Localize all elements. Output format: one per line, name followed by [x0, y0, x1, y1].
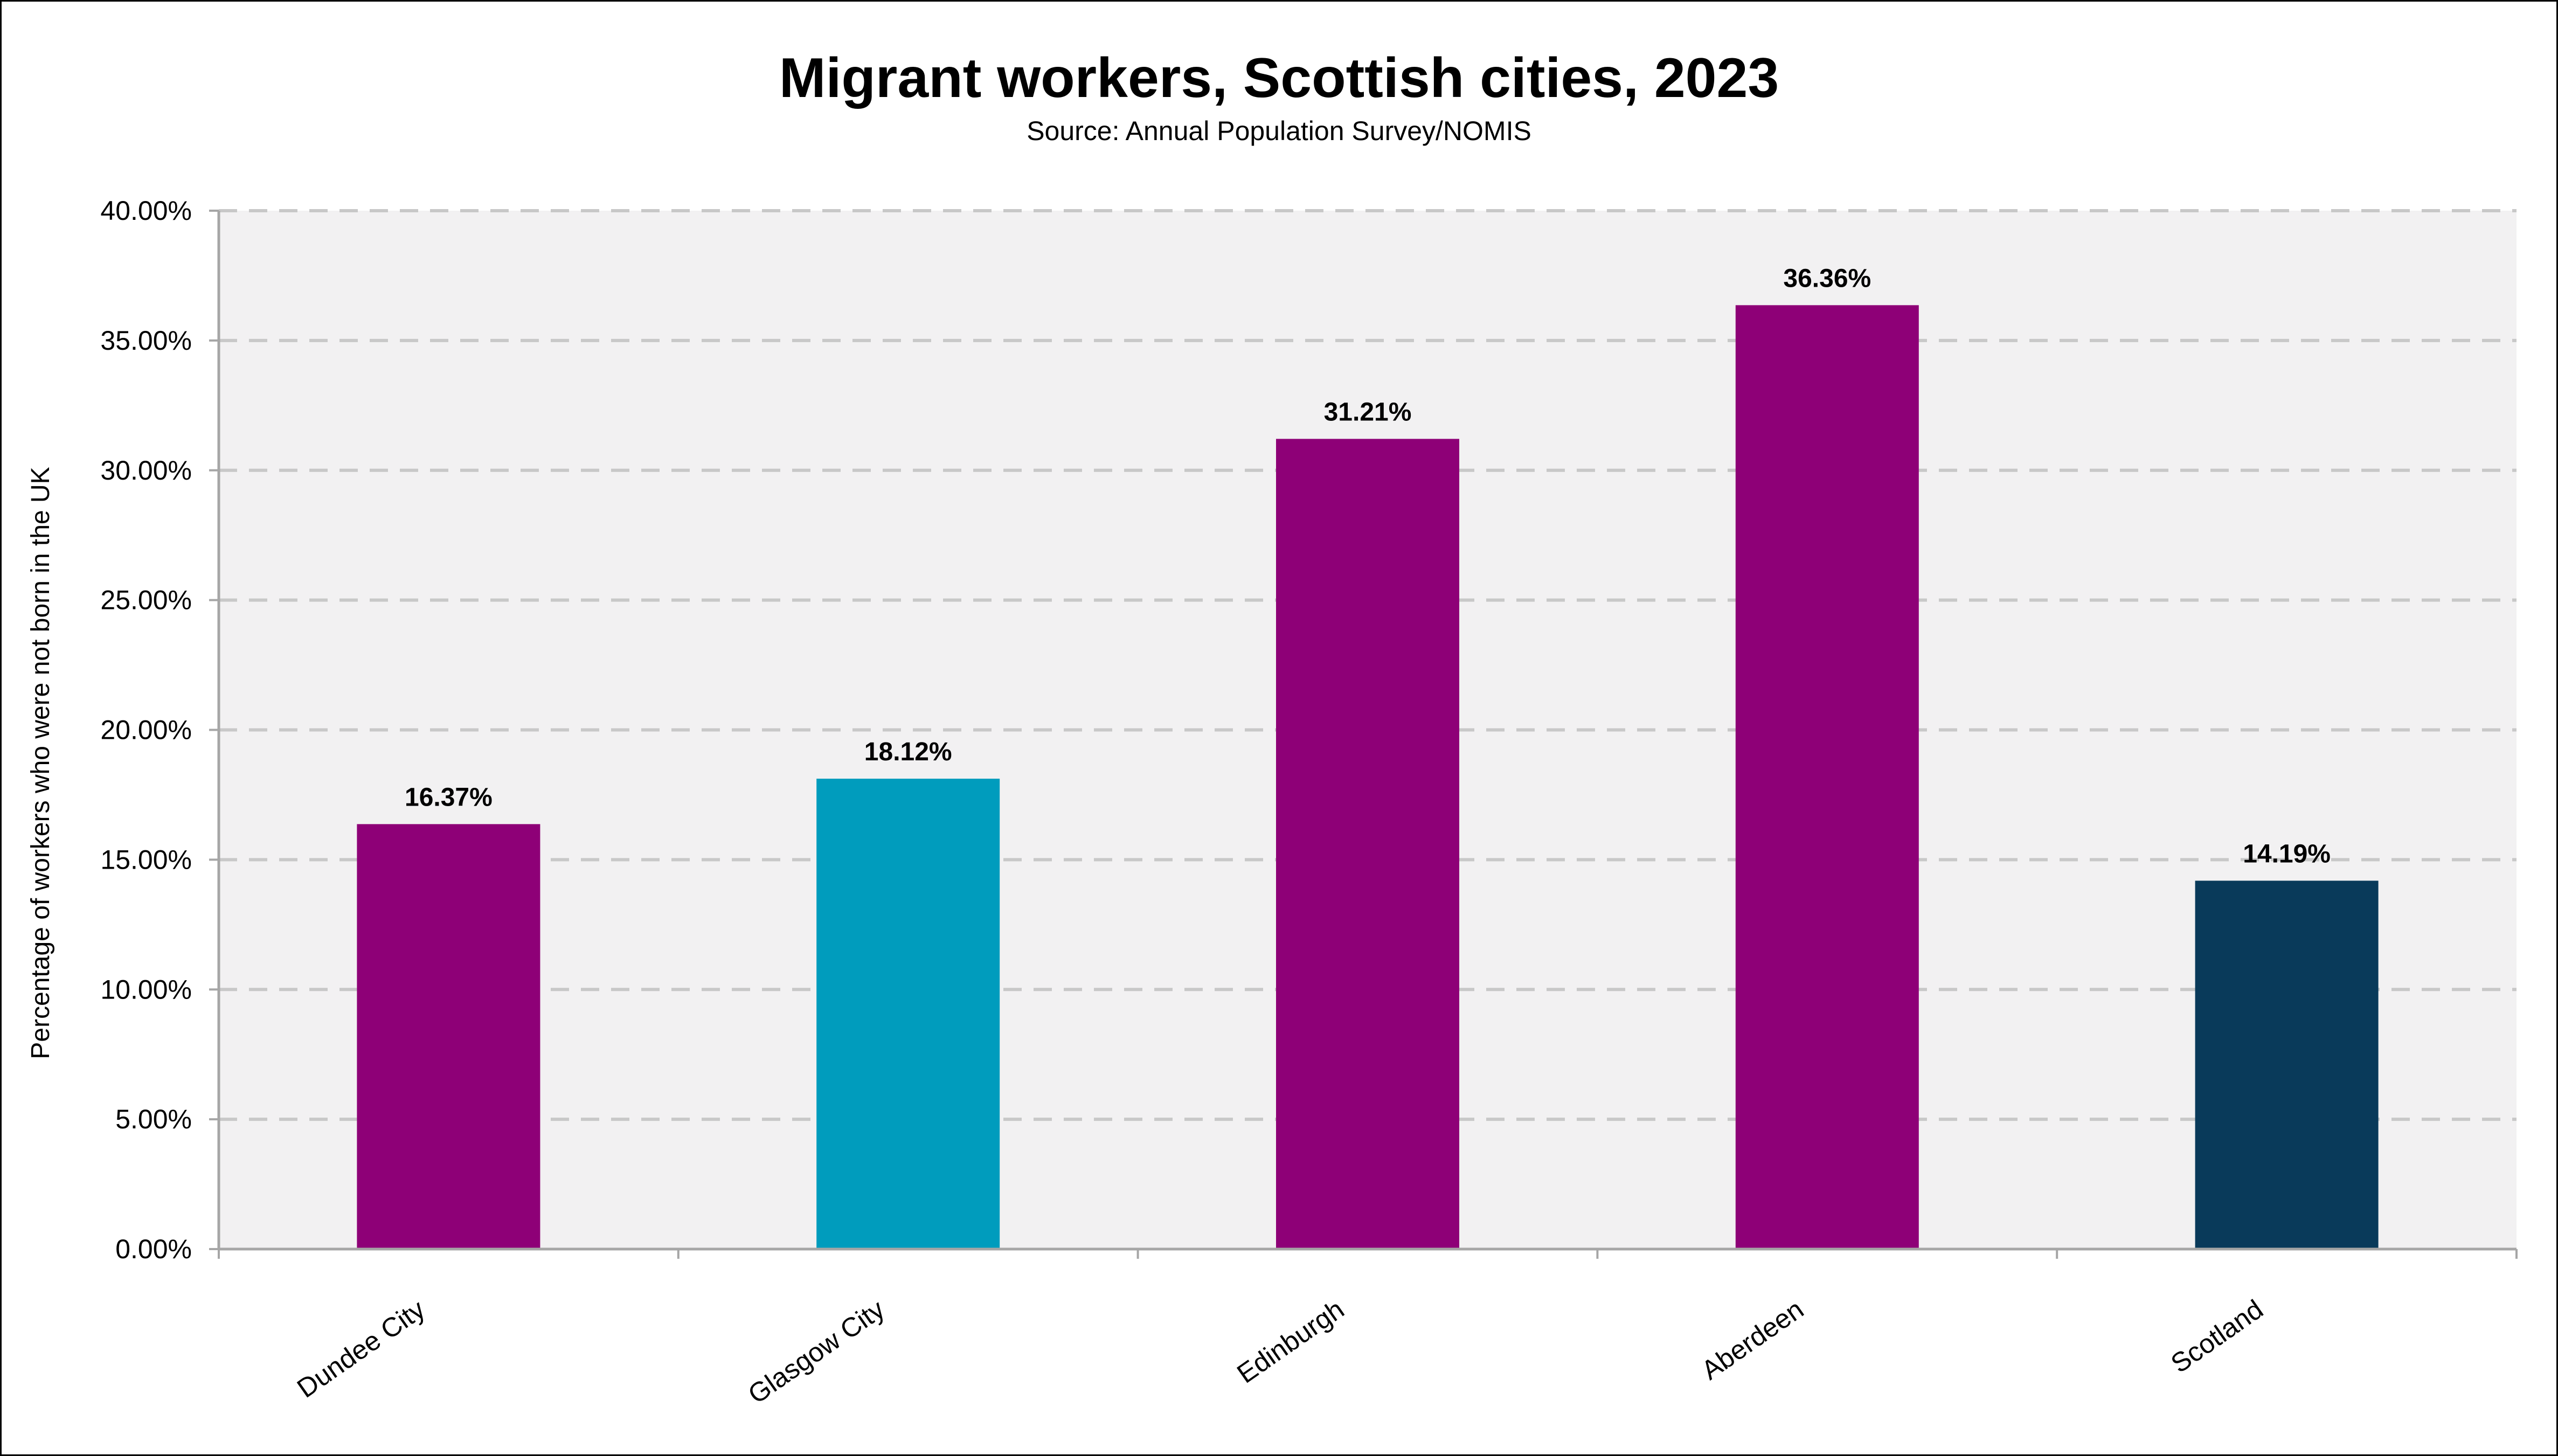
- axes: [209, 210, 2518, 1259]
- y-tick-label: 10.00%: [100, 974, 192, 1004]
- data-label: 36.36%: [1783, 264, 1871, 293]
- data-label: 18.12%: [864, 738, 952, 766]
- y-tick-label: 40.00%: [100, 196, 192, 226]
- x-tick-label: Dundee City: [292, 1294, 431, 1404]
- y-tick-label: 20.00%: [100, 715, 192, 745]
- y-tick-label: 15.00%: [100, 844, 192, 875]
- x-tick-label: Edinburgh: [1231, 1294, 1349, 1389]
- bar: [816, 779, 1000, 1249]
- bar: [1276, 439, 1459, 1249]
- bar: [2195, 880, 2379, 1249]
- y-tick-label: 0.00%: [115, 1234, 192, 1264]
- chart-title: Migrant workers, Scottish cities, 2023: [779, 47, 1779, 109]
- y-axis-title: Percentage of workers who were not born …: [26, 467, 55, 1059]
- bar: [357, 824, 540, 1249]
- x-tick-label: Glasgow City: [743, 1294, 890, 1410]
- x-tick-label: Scotland: [2165, 1294, 2269, 1378]
- data-label: 16.37%: [405, 783, 493, 812]
- bar: [1735, 305, 1919, 1250]
- y-tick-label: 35.00%: [100, 325, 192, 356]
- x-tick-label: Aberdeen: [1696, 1294, 1809, 1385]
- y-tick-label: 25.00%: [100, 585, 192, 615]
- y-tick-label: 5.00%: [115, 1104, 192, 1134]
- data-label: 14.19%: [2243, 840, 2331, 868]
- y-tick-label: 30.00%: [100, 455, 192, 486]
- chart-subtitle: Source: Annual Population Survey/NOMIS: [1027, 116, 1531, 146]
- bars: [357, 305, 2379, 1250]
- data-label: 31.21%: [1324, 398, 1412, 426]
